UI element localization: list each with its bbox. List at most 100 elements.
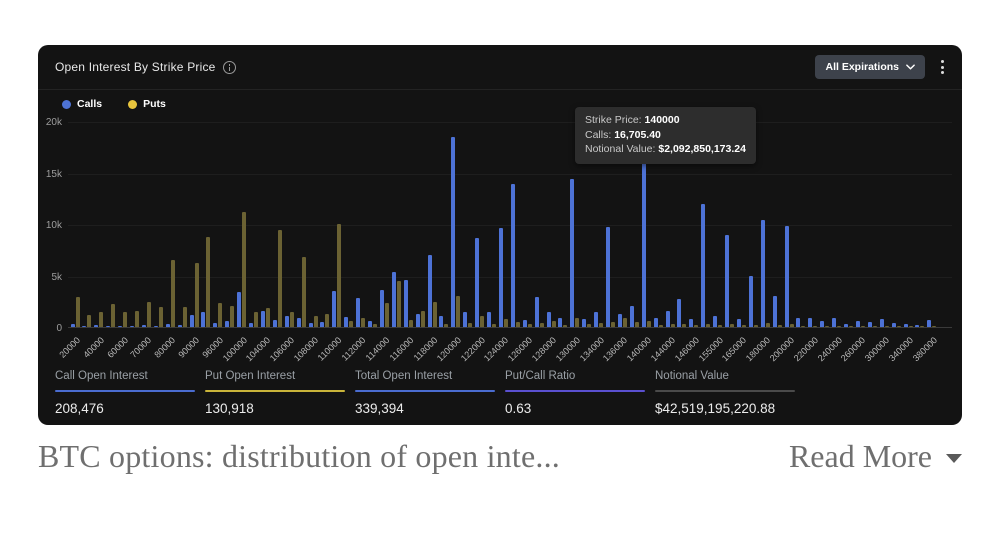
put-bar-98000[interactable] <box>230 306 235 327</box>
call-bar-360000[interactable] <box>915 324 920 327</box>
put-bar-240000[interactable] <box>837 325 842 327</box>
call-bar-102000[interactable] <box>249 322 253 327</box>
put-bar-134000[interactable] <box>599 322 604 327</box>
put-bar-121000[interactable] <box>468 322 473 327</box>
put-bar-104000[interactable] <box>265 308 270 327</box>
call-bar-260000[interactable] <box>855 320 860 327</box>
put-bar-380000[interactable] <box>932 325 937 327</box>
call-bar-160000[interactable] <box>725 235 729 327</box>
call-bar-100000[interactable] <box>237 291 242 327</box>
put-bar-145000[interactable] <box>682 323 687 327</box>
put-bar-128000[interactable] <box>551 320 556 327</box>
call-bar-111000[interactable] <box>344 316 349 327</box>
call-bar-85000[interactable] <box>177 324 182 327</box>
call-bar-116000[interactable] <box>403 279 408 327</box>
call-bar-20000[interactable] <box>70 323 75 327</box>
call-bar-380000[interactable] <box>927 319 932 327</box>
call-bar-230000[interactable] <box>820 320 825 327</box>
put-bar-96000[interactable] <box>218 303 223 327</box>
call-bar-109000[interactable] <box>320 321 325 327</box>
read-more-button[interactable]: Read More <box>789 438 962 475</box>
put-bar-160000[interactable] <box>730 323 734 327</box>
put-bar-108000[interactable] <box>313 315 318 327</box>
put-bar-111000[interactable] <box>349 320 354 327</box>
call-bar-123000[interactable] <box>487 311 491 327</box>
put-bar-122000[interactable] <box>480 315 485 327</box>
put-bar-210000[interactable] <box>801 325 806 327</box>
put-bar-116000[interactable] <box>408 319 413 327</box>
call-bar-122000[interactable] <box>475 238 480 327</box>
put-bar-40000[interactable] <box>99 311 104 327</box>
put-bar-155000[interactable] <box>718 324 723 327</box>
put-bar-102000[interactable] <box>254 311 258 327</box>
call-bar-135000[interactable] <box>606 227 610 327</box>
call-bar-40000[interactable] <box>94 325 99 327</box>
expirations-dropdown-button[interactable]: All Expirations <box>815 55 925 79</box>
put-bar-112000[interactable] <box>361 317 366 327</box>
legend-item-puts[interactable]: Puts <box>128 98 166 110</box>
put-bar-100000[interactable] <box>242 211 247 327</box>
call-bar-75000[interactable] <box>153 325 158 327</box>
call-bar-106000[interactable] <box>284 315 289 327</box>
put-bar-340000[interactable] <box>908 325 913 327</box>
put-bar-150000[interactable] <box>706 323 711 327</box>
call-bar-127000[interactable] <box>534 297 539 327</box>
put-bar-65000[interactable] <box>135 310 139 327</box>
put-bar-360000[interactable] <box>920 325 925 327</box>
put-bar-220000[interactable] <box>813 325 818 327</box>
put-bar-113000[interactable] <box>373 323 377 327</box>
call-bar-124000[interactable] <box>498 228 503 327</box>
put-bar-300000[interactable] <box>884 325 889 327</box>
call-bar-126000[interactable] <box>522 319 527 327</box>
put-bar-109000[interactable] <box>325 313 330 327</box>
call-bar-136000[interactable] <box>617 313 622 327</box>
put-bar-250000[interactable] <box>849 325 853 327</box>
put-bar-126000[interactable] <box>527 323 532 327</box>
call-bar-125000[interactable] <box>510 183 515 327</box>
put-bar-105000[interactable] <box>277 230 282 327</box>
put-bar-107000[interactable] <box>301 256 306 327</box>
call-bar-180000[interactable] <box>760 219 765 327</box>
legend-item-calls[interactable]: Calls <box>62 98 102 110</box>
call-bar-138000[interactable] <box>629 306 634 327</box>
put-bar-106000[interactable] <box>289 311 294 327</box>
put-bar-180000[interactable] <box>765 322 770 327</box>
put-bar-123000[interactable] <box>492 323 496 327</box>
put-bar-132000[interactable] <box>587 323 592 327</box>
call-bar-210000[interactable] <box>796 317 801 327</box>
put-bar-70000[interactable] <box>146 302 151 327</box>
call-bar-146000[interactable] <box>689 318 694 327</box>
put-bar-190000[interactable] <box>777 324 782 327</box>
call-bar-65000[interactable] <box>130 325 134 327</box>
call-bar-98000[interactable] <box>225 320 230 327</box>
put-bar-119000[interactable] <box>444 323 449 327</box>
put-bar-135000[interactable] <box>611 321 615 327</box>
call-bar-110000[interactable] <box>332 290 337 327</box>
call-bar-115000[interactable] <box>391 272 396 327</box>
call-bar-190000[interactable] <box>772 296 777 327</box>
call-bar-114000[interactable] <box>379 289 384 327</box>
put-bar-165000[interactable] <box>741 324 746 327</box>
put-bar-142000[interactable] <box>658 324 663 327</box>
call-bar-119000[interactable] <box>439 315 444 327</box>
put-bar-200000[interactable] <box>789 323 794 327</box>
call-bar-240000[interactable] <box>832 317 837 327</box>
call-bar-145000[interactable] <box>677 299 682 327</box>
put-bar-117000[interactable] <box>420 310 425 327</box>
call-bar-121000[interactable] <box>463 311 468 327</box>
put-bar-75000[interactable] <box>158 307 163 327</box>
put-bar-170000[interactable] <box>753 324 758 327</box>
put-bar-140000[interactable] <box>646 320 651 327</box>
put-bar-230000[interactable] <box>825 325 830 327</box>
call-bar-128000[interactable] <box>546 311 551 327</box>
call-bar-132000[interactable] <box>582 318 587 327</box>
put-bar-60000[interactable] <box>123 311 128 327</box>
put-bar-30000[interactable] <box>87 314 92 327</box>
put-bar-80000[interactable] <box>170 260 175 327</box>
call-bar-280000[interactable] <box>867 321 872 327</box>
put-bar-129000[interactable] <box>563 324 568 327</box>
call-bar-140000[interactable] <box>641 154 646 327</box>
call-bar-60000[interactable] <box>118 325 123 327</box>
put-bar-146000[interactable] <box>694 324 699 327</box>
call-bar-113000[interactable] <box>368 320 372 327</box>
